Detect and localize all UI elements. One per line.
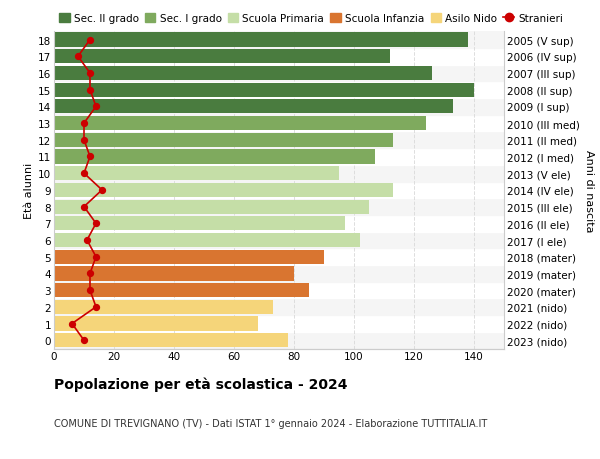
Point — [91, 303, 101, 311]
Bar — [54, 50, 390, 64]
Bar — [54, 300, 273, 314]
Bar — [54, 215, 504, 232]
Bar — [54, 166, 504, 182]
Bar — [54, 82, 504, 99]
Bar — [54, 234, 360, 247]
Bar — [54, 99, 504, 116]
Point — [67, 320, 77, 328]
Text: COMUNE DI TREVIGNANO (TV) - Dati ISTAT 1° gennaio 2024 - Elaborazione TUTTITALIA: COMUNE DI TREVIGNANO (TV) - Dati ISTAT 1… — [54, 418, 487, 428]
Bar — [54, 149, 504, 166]
Bar — [54, 249, 504, 265]
Bar — [54, 134, 393, 147]
Bar — [54, 117, 426, 131]
Point — [85, 87, 95, 94]
Bar — [54, 299, 504, 315]
Point — [97, 187, 107, 194]
Point — [79, 170, 89, 178]
Point — [73, 53, 83, 61]
Bar — [54, 132, 504, 149]
Bar — [54, 333, 288, 347]
Bar — [54, 200, 369, 214]
Point — [91, 220, 101, 228]
Bar — [54, 283, 309, 297]
Bar — [54, 267, 294, 281]
Bar — [54, 250, 324, 264]
Point — [85, 37, 95, 44]
Point — [85, 70, 95, 78]
Text: Popolazione per età scolastica - 2024: Popolazione per età scolastica - 2024 — [54, 376, 347, 391]
Bar — [54, 184, 393, 197]
Bar — [54, 66, 504, 82]
Bar — [54, 49, 504, 66]
Point — [85, 287, 95, 294]
Point — [91, 253, 101, 261]
Bar — [54, 199, 504, 215]
Legend: Sec. II grado, Sec. I grado, Scuola Primaria, Scuola Infanzia, Asilo Nido, Stran: Sec. II grado, Sec. I grado, Scuola Prim… — [59, 14, 563, 24]
Bar — [54, 116, 504, 132]
Bar — [54, 84, 474, 98]
Bar — [54, 182, 504, 199]
Bar — [54, 317, 258, 331]
Y-axis label: Età alunni: Età alunni — [24, 162, 34, 218]
Point — [82, 237, 92, 244]
Bar — [54, 150, 375, 164]
Bar — [54, 217, 345, 231]
Bar — [54, 100, 453, 114]
Point — [79, 203, 89, 211]
Bar — [54, 32, 504, 49]
Bar — [54, 167, 339, 181]
Point — [91, 103, 101, 111]
Bar — [54, 332, 504, 349]
Bar — [54, 265, 504, 282]
Bar — [54, 34, 468, 48]
Bar — [54, 315, 504, 332]
Bar — [54, 282, 504, 299]
Y-axis label: Anni di nascita: Anni di nascita — [584, 149, 593, 232]
Bar — [54, 232, 504, 249]
Point — [79, 337, 89, 344]
Point — [79, 120, 89, 128]
Point — [79, 137, 89, 144]
Point — [85, 270, 95, 278]
Bar — [54, 67, 432, 81]
Point — [85, 153, 95, 161]
